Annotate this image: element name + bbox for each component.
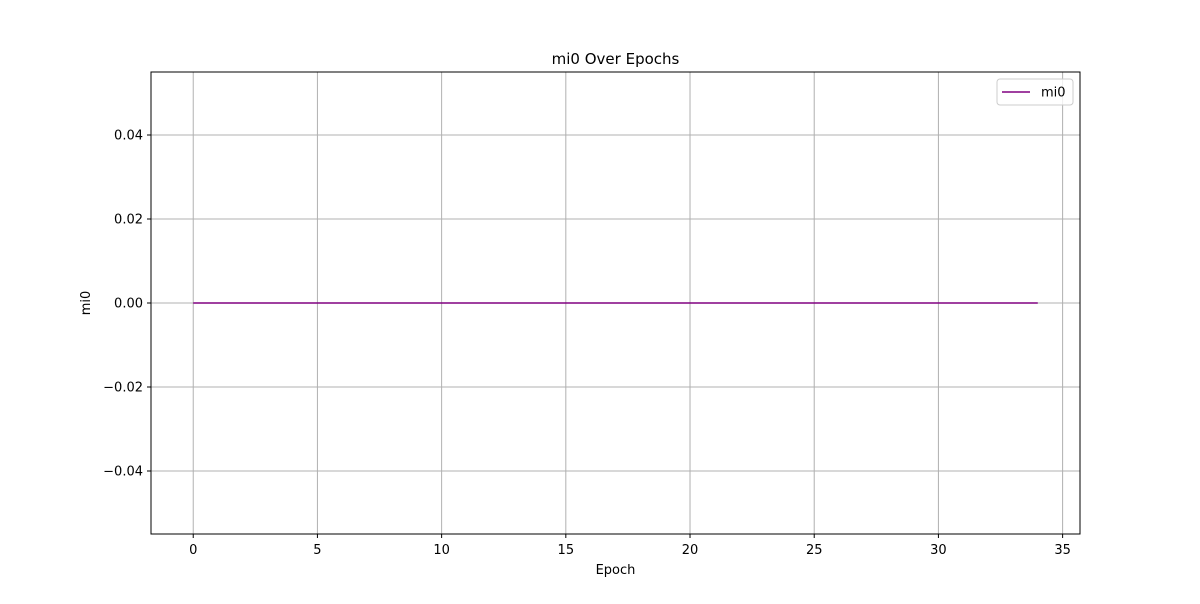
x-tick-label: 35 bbox=[1054, 543, 1071, 558]
y-tick-label: 0.04 bbox=[114, 129, 143, 144]
chart-title: mi0 Over Epochs bbox=[552, 50, 680, 68]
x-tick-label: 5 bbox=[313, 543, 321, 558]
y-axis-label: mi0 bbox=[79, 291, 94, 316]
x-axis-label: Epoch bbox=[596, 563, 636, 578]
y-tick-label: −0.04 bbox=[103, 465, 143, 480]
x-tick-label: 25 bbox=[806, 543, 823, 558]
x-tick-label: 20 bbox=[682, 543, 699, 558]
x-tick-label: 10 bbox=[433, 543, 450, 558]
y-tick-label: 0.02 bbox=[114, 213, 143, 228]
legend-box bbox=[996, 78, 1074, 106]
y-tick-label: 0.00 bbox=[114, 297, 143, 312]
x-tick-label: 15 bbox=[558, 543, 575, 558]
legend: mi0 bbox=[996, 78, 1074, 106]
legend-label: mi0 bbox=[1041, 86, 1066, 101]
y-tick-label: −0.02 bbox=[103, 381, 143, 396]
axis-ticks: 0 5 10 15 20 25 30 35 −0.04 −0.02 0.00 0.02 0.04 bbox=[103, 129, 1071, 559]
x-tick-label: 30 bbox=[930, 543, 947, 558]
x-tick-label: 0 bbox=[189, 543, 197, 558]
